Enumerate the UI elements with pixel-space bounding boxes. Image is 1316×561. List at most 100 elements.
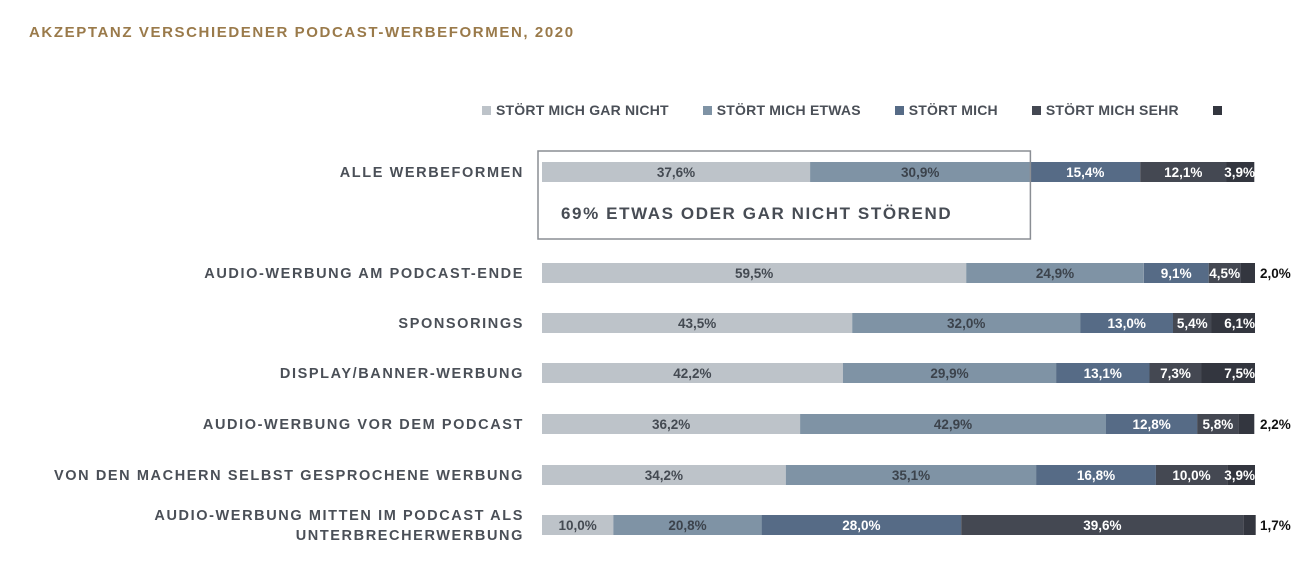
category-label: ALLE WERBEFORMEN (340, 165, 524, 181)
category-label: SPONSORINGS (398, 316, 524, 332)
bar-value-label: 42,9% (934, 417, 972, 432)
bar-value-label: 35,1% (892, 468, 930, 483)
category-label: AUDIO-WERBUNG MITTEN IM PODCAST ALS UNTER… (154, 508, 524, 544)
bar-value-label: 42,2% (673, 366, 711, 381)
bar-value-label: 5,8% (1203, 417, 1234, 432)
category-label-line: AUDIO-WERBUNG MITTEN IM PODCAST ALS (154, 508, 524, 524)
bar-value-label: 43,5% (678, 316, 716, 331)
legend-swatch (482, 105, 491, 115)
bar-value-label: 36,2% (652, 417, 690, 432)
bar-value-label: 7,3% (1160, 366, 1191, 381)
bar-segment (1226, 162, 1255, 182)
bar-segment (761, 515, 962, 535)
bar-segment (1227, 465, 1255, 485)
category-label: VON DEN MACHERN SELBST GESPROCHENE WERBU… (54, 468, 524, 484)
category-label: AUDIO-WERBUNG VOR DEM PODCAST (203, 417, 524, 433)
category-label: DISPLAY/BANNER-WERBUNG (280, 366, 524, 382)
bar-segment (1140, 162, 1227, 182)
bar-segment (542, 465, 786, 485)
bar-value-label: 9,1% (1161, 266, 1192, 281)
bar-value-label: 34,2% (645, 468, 683, 483)
bar-segment (613, 515, 762, 535)
bar-segment (1080, 313, 1173, 333)
chart-legend: STÖRT MICH GAR NICHT STÖRT MICH ETWAS ST… (482, 102, 1227, 118)
bar-segment (542, 162, 811, 182)
bar-segment (1030, 162, 1141, 182)
bar-segment (1238, 414, 1255, 434)
category-label-line: UNTERBRECHERWERBUNG (296, 528, 524, 544)
bar-value-label: 3,9% (1224, 165, 1255, 180)
bar-segment (542, 414, 801, 434)
legend-item-sehr: STÖRT MICH SEHR (1031, 102, 1179, 118)
callout-text: 69% ETWAS ODER GAR NICHT STÖREND (561, 204, 952, 223)
bar-value-label: 32,0% (947, 316, 985, 331)
bar-segment (966, 263, 1144, 283)
bar-value-label: 2,2% (1260, 417, 1291, 432)
category-label-line: AUDIO-WERBUNG AM PODCAST-ENDE (204, 266, 524, 282)
bar-value-label: 16,8% (1077, 468, 1115, 483)
chart-title: AKZEPTANZ VERSCHIEDENER PODCAST-WERBEFOR… (29, 24, 575, 41)
bar-value-label: 13,0% (1108, 316, 1146, 331)
legend-item-unlabeled (1212, 105, 1227, 115)
bar-value-label: 15,4% (1066, 165, 1104, 180)
bar-segment (842, 363, 1057, 383)
bar-value-label: 37,6% (657, 165, 695, 180)
category-label-line: AUDIO-WERBUNG VOR DEM PODCAST (203, 417, 524, 433)
bar-value-label: 4,5% (1209, 266, 1240, 281)
legend-label: STÖRT MICH GAR NICHT (496, 102, 669, 118)
legend-label: STÖRT MICH SEHR (1045, 102, 1179, 118)
bar-segment (1208, 263, 1241, 283)
category-label-line: SPONSORINGS (398, 316, 524, 332)
legend-swatch (702, 105, 712, 115)
legend-swatch (1212, 105, 1222, 115)
bar-segment (800, 414, 1106, 434)
legend-label: STÖRT MICH (908, 102, 998, 118)
bar-segment (542, 313, 853, 333)
bar-value-label: 1,7% (1260, 518, 1291, 533)
bar-value-label: 7,5% (1224, 366, 1255, 381)
bar-value-label: 59,5% (735, 266, 773, 281)
legend-swatch (894, 105, 904, 115)
legend-label: STÖRT MICH ETWAS (716, 102, 861, 118)
bar-segment (1106, 414, 1198, 434)
bar-segment (1201, 363, 1255, 383)
bar-segment (852, 313, 1081, 333)
bar-segment (1173, 313, 1212, 333)
bar-segment (1243, 515, 1256, 535)
bar-segment (1197, 414, 1239, 434)
category-label-line: ALLE WERBEFORMEN (340, 165, 524, 181)
category-label-line: DISPLAY/BANNER-WERBUNG (280, 366, 524, 382)
bar-segment (1240, 263, 1255, 283)
bar-segment (1149, 363, 1202, 383)
bar-segment (1143, 263, 1209, 283)
category-label: AUDIO-WERBUNG AM PODCAST-ENDE (204, 266, 524, 282)
bar-segment (542, 363, 843, 383)
bar-segment (1056, 363, 1150, 383)
bar-value-label: 30,9% (901, 165, 939, 180)
legend-item-gar-nicht: STÖRT MICH GAR NICHT (482, 102, 669, 118)
bar-segment (542, 515, 614, 535)
bar-value-label: 2,0% (1260, 266, 1291, 281)
bar-value-label: 12,1% (1164, 165, 1202, 180)
bar-value-label: 13,1% (1084, 366, 1122, 381)
bar-segment (961, 515, 1244, 535)
bar-value-label: 12,8% (1132, 417, 1170, 432)
bar-segment (1211, 313, 1255, 333)
bar-value-label: 39,6% (1083, 518, 1121, 533)
bar-value-label: 20,8% (668, 518, 706, 533)
legend-item-etwas: STÖRT MICH ETWAS (702, 102, 861, 118)
bar-segment (1036, 465, 1156, 485)
bar-value-label: 28,0% (842, 518, 880, 533)
bar-value-label: 10,0% (1172, 468, 1210, 483)
legend-item-stoert: STÖRT MICH (894, 102, 998, 118)
bar-segment (542, 263, 967, 283)
bar-value-label: 10,0% (558, 518, 596, 533)
bar-segment (785, 465, 1037, 485)
bar-segment (1155, 465, 1228, 485)
category-label-line: VON DEN MACHERN SELBST GESPROCHENE WERBU… (54, 468, 524, 484)
legend-swatch (1031, 105, 1041, 115)
bar-segment (810, 162, 1031, 182)
bar-value-label: 24,9% (1036, 266, 1074, 281)
bar-value-label: 6,1% (1224, 316, 1255, 331)
